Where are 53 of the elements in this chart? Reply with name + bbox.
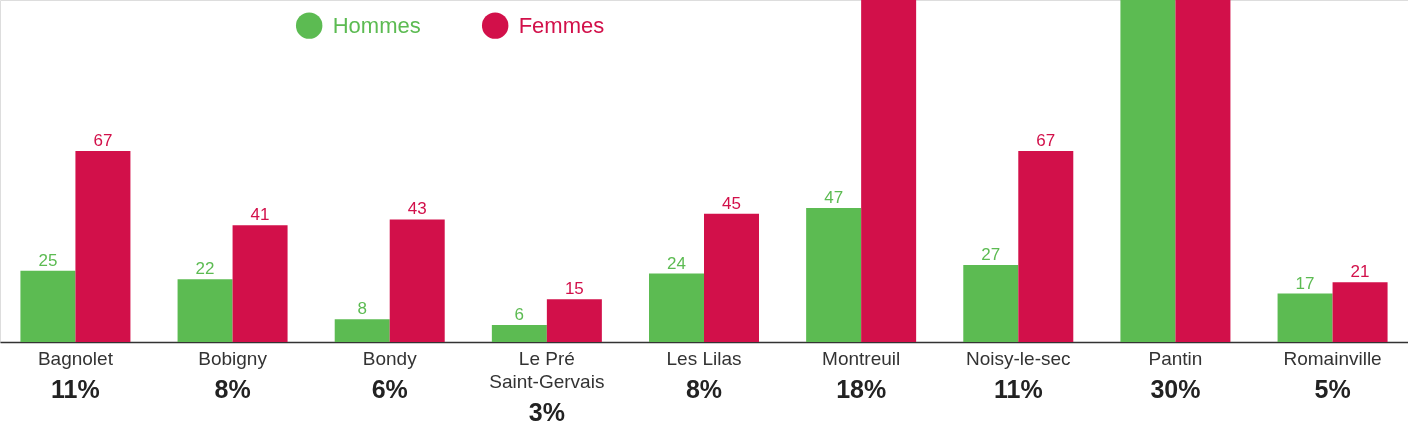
data-label: 45 xyxy=(722,193,741,213)
bar xyxy=(1175,0,1231,342)
x-tick-label: Les Lilas xyxy=(666,347,742,369)
bar xyxy=(177,279,233,342)
bar xyxy=(861,0,917,342)
bar xyxy=(389,219,445,342)
text: 18% xyxy=(836,375,887,403)
data-label: 21 xyxy=(1350,262,1370,282)
text: 6% xyxy=(371,375,408,403)
bar xyxy=(1332,282,1388,342)
x-tick-label: Le Pré Saint-Gervais xyxy=(489,347,605,392)
data-label: 27 xyxy=(981,245,1001,265)
bar xyxy=(491,324,547,342)
data-label: 22 xyxy=(195,259,215,279)
bar xyxy=(1120,0,1176,342)
data-label: 25 xyxy=(38,250,58,270)
legend-label: Hommes xyxy=(332,12,421,38)
data-label: 43 xyxy=(407,199,427,219)
x-tick-label: Bondy xyxy=(362,347,418,369)
text: 11% xyxy=(993,375,1043,403)
data-label: 8 xyxy=(357,299,367,319)
bar xyxy=(1018,151,1074,342)
data-label: 47 xyxy=(824,188,844,208)
data-label: 17 xyxy=(1295,273,1315,293)
bar xyxy=(1277,293,1333,342)
data-label: 41 xyxy=(250,205,270,225)
x-tick-label: Noisy-le-sec xyxy=(966,347,1071,369)
x-tick-label: Romainville xyxy=(1283,347,1382,369)
bar xyxy=(75,151,131,342)
bar xyxy=(963,265,1019,342)
text: 11% xyxy=(51,375,100,403)
bar xyxy=(704,213,759,342)
x-tick-label: Bagnolet xyxy=(37,347,114,369)
x-tick-label: Montreuil xyxy=(822,347,901,369)
bar xyxy=(20,270,76,342)
data-label: 67 xyxy=(93,131,113,151)
data-label: 6 xyxy=(514,304,525,324)
bar xyxy=(806,208,862,342)
text: 3% xyxy=(528,398,565,425)
data-label: 24 xyxy=(667,253,686,273)
x-tick-label: Pantin xyxy=(1148,347,1203,369)
bar xyxy=(334,319,390,342)
data-label: 67 xyxy=(1036,131,1056,151)
text: 8% xyxy=(214,375,251,403)
legend-label: Femmes xyxy=(518,12,605,38)
text: 8% xyxy=(685,375,723,403)
bar xyxy=(232,225,288,342)
bar xyxy=(546,299,602,342)
bar xyxy=(649,273,704,342)
data-label: 15 xyxy=(564,279,584,299)
text: 5% xyxy=(1314,375,1351,403)
x-tick-label: Bobigny xyxy=(198,347,268,369)
text: 30% xyxy=(1150,375,1201,403)
